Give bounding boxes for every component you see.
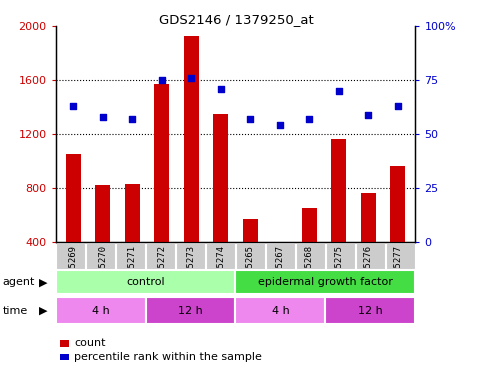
Bar (361, 194, 376, 242)
Bar (56, 297, 145, 324)
Point (364, 112, 372, 118)
Point (276, 122, 284, 128)
Point (217, 86, 225, 92)
Bar (213, 114, 228, 242)
Text: count: count (74, 338, 105, 348)
Point (187, 75, 195, 81)
Bar (243, 219, 257, 242)
Bar (236, 297, 326, 324)
Bar (390, 166, 405, 242)
Bar (326, 297, 415, 324)
Text: agent: agent (2, 277, 35, 287)
Bar (236, 270, 415, 294)
Text: percentile rank within the sample: percentile rank within the sample (74, 352, 262, 362)
Text: epidermal growth factor: epidermal growth factor (258, 277, 393, 287)
Point (394, 103, 401, 109)
Text: 4 h: 4 h (92, 306, 109, 316)
Text: 4 h: 4 h (271, 306, 289, 316)
Bar (125, 184, 140, 242)
Point (128, 116, 136, 122)
Point (70, 103, 77, 109)
Text: 12 h: 12 h (358, 306, 383, 316)
Point (335, 88, 342, 94)
Bar (145, 297, 236, 324)
Point (246, 116, 254, 122)
Text: control: control (126, 277, 165, 287)
Bar (272, 242, 287, 243)
Text: ▶: ▶ (39, 306, 48, 316)
Bar (95, 185, 110, 242)
Point (99, 114, 107, 120)
Bar (56, 270, 236, 294)
Text: time: time (2, 306, 28, 316)
Bar (302, 208, 316, 242)
Point (305, 116, 313, 122)
Text: ▶: ▶ (39, 277, 48, 287)
Bar (184, 36, 199, 242)
Bar (331, 140, 346, 242)
Point (158, 77, 166, 83)
Bar (66, 154, 81, 242)
Text: 12 h: 12 h (178, 306, 203, 316)
Text: GDS2146 / 1379250_at: GDS2146 / 1379250_at (159, 13, 314, 26)
Bar (155, 84, 169, 242)
